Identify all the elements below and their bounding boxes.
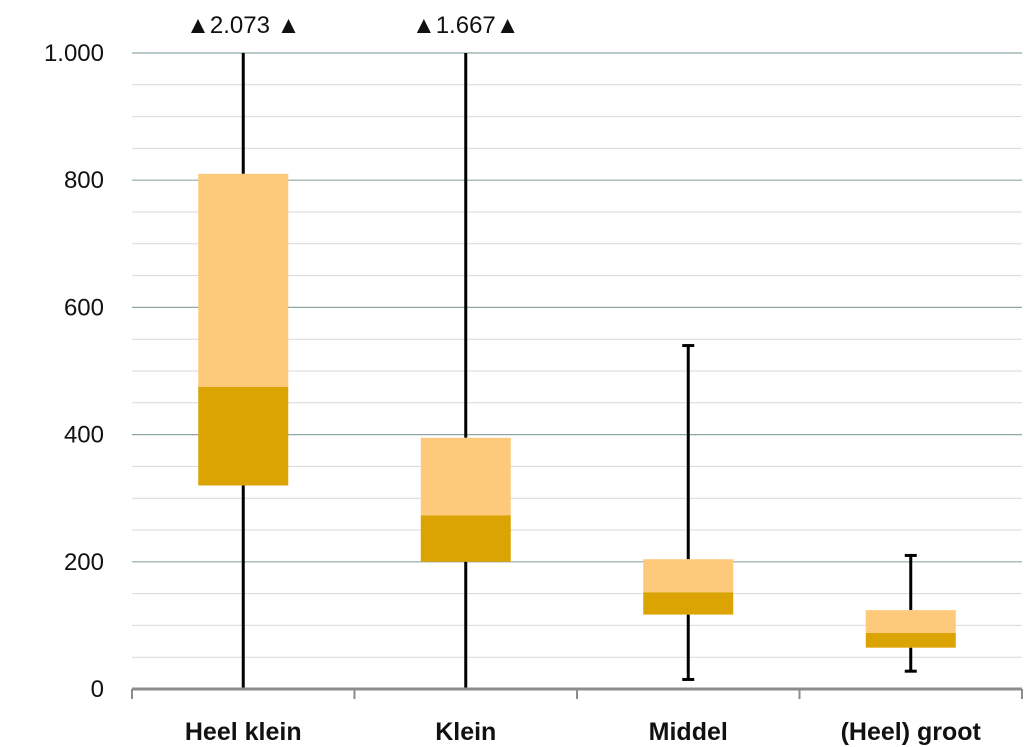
x-category-label: (Heel) groot bbox=[841, 718, 982, 746]
y-tick-label: 0 bbox=[91, 676, 104, 703]
upper-box bbox=[198, 173, 289, 387]
y-tick-label: 1.000 bbox=[44, 40, 104, 67]
axes bbox=[131, 687, 1023, 699]
box-3 bbox=[643, 344, 734, 681]
lower-box bbox=[198, 386, 289, 486]
upper-box bbox=[643, 559, 734, 593]
max-value-annotation: ▲2.073 ▲ bbox=[186, 12, 300, 39]
lower-box bbox=[420, 515, 511, 562]
upper-box bbox=[420, 437, 511, 516]
y-tick-label: 200 bbox=[64, 549, 104, 576]
box-4 bbox=[865, 553, 956, 673]
box-2 bbox=[420, 53, 511, 689]
labels: 0 200 400 600 800 1.000 Heel klein ▲2.073 ▲ Klei… bbox=[44, 12, 982, 746]
x-category-label: Heel klein bbox=[185, 718, 302, 746]
y-tick-label: 800 bbox=[64, 167, 104, 194]
box-1 bbox=[198, 53, 289, 689]
max-value-annotation: ▲1.667▲ bbox=[412, 12, 520, 39]
upper-box bbox=[865, 610, 956, 634]
lower-box bbox=[865, 633, 956, 648]
x-category-label: Klein bbox=[435, 718, 496, 746]
x-category-label: Middel bbox=[649, 718, 728, 746]
lower-box bbox=[643, 592, 734, 615]
y-tick-label: 400 bbox=[64, 422, 104, 449]
boxes bbox=[198, 53, 956, 689]
y-tick-label: 600 bbox=[64, 294, 104, 321]
